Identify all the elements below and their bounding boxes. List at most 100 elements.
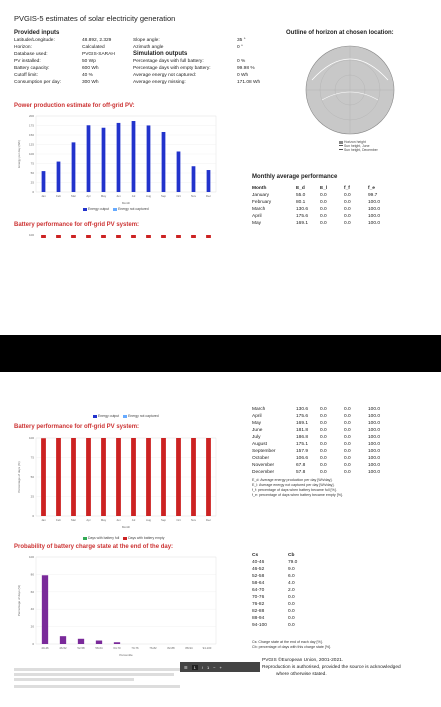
toolbar-menu-icon[interactable]: ☰	[184, 664, 188, 670]
y-axis-label: Percentage of days (%)	[17, 461, 21, 492]
disclaimer-line-4	[14, 685, 180, 688]
x-tick-label: Feb	[56, 194, 61, 198]
input-latlon: Latitude/Longitude: 48.892, 2.329	[14, 38, 112, 43]
note-fe: f_e: percentage of days when battery bec…	[252, 493, 343, 497]
legend-energy-not-captured: Energy not captured	[118, 207, 149, 211]
y-tick-label: 175	[29, 124, 34, 128]
report-title: PVGIS-5 estimates of solar electricity g…	[14, 14, 176, 23]
legend-sun-june: Sun height, June	[336, 144, 378, 148]
table-row: 64-70 2.0	[252, 587, 318, 594]
bar	[113, 642, 121, 644]
table-row: March 130.6 0.0 0.0 100.0	[252, 206, 392, 213]
x-tick-label: Mar	[71, 518, 76, 522]
x-axis-label: Month	[122, 201, 131, 205]
x-tick-label: Jun	[116, 518, 121, 522]
table-cell: 58-64	[252, 581, 265, 586]
zoom-out-icon[interactable]: −	[213, 664, 216, 670]
legend-horizon-height: Horizon height	[336, 140, 378, 144]
table-cell: 9.0	[288, 567, 295, 572]
x-tick-label: Jan	[41, 194, 46, 198]
table-cell: 175.6	[296, 414, 309, 419]
table-cell: 169.1	[296, 421, 309, 426]
bar	[116, 438, 121, 516]
table-cell: 40-46	[252, 560, 265, 565]
y-tick-label: 80	[31, 572, 35, 576]
bar	[116, 122, 121, 192]
x-tick-label: Feb	[56, 518, 61, 522]
table-cell: 0.0	[344, 428, 351, 433]
table-cell: 52-58	[252, 574, 265, 579]
table-cell: 100.0	[368, 221, 381, 226]
y-tick-label: 100	[29, 555, 34, 559]
x-tick-label: 52-58	[77, 646, 85, 650]
power-chart: 0 25 50 75 100 125 150 175 200 Energy per day (Wh…	[17, 114, 217, 205]
legend-energy-output: Energy output	[88, 207, 110, 211]
table-cell: 2.0	[288, 588, 295, 593]
zoom-in-icon[interactable]: +	[219, 664, 222, 670]
table-row: April 175.6 0.0 0.0 100.0	[252, 213, 392, 220]
table-cell: 169.1	[296, 221, 309, 226]
disclaimer-line-2	[14, 673, 174, 676]
table-cell: 0.0	[344, 207, 351, 212]
table-cell: 175.6	[296, 214, 309, 219]
table-cell: 0.0	[320, 421, 327, 426]
y-tick-label: 125	[29, 143, 34, 147]
table-cell: 0.0	[344, 449, 351, 454]
table-cell: February	[252, 200, 272, 205]
y-tick-label: 150	[29, 133, 34, 137]
y-tick-label: 75	[31, 162, 35, 166]
x-tick-label: May	[101, 518, 107, 522]
charge-state-table: Cs Cb 40-46 79.0 46-52 9.0 52-58 6.0 58-64 4.0 6…	[252, 552, 318, 629]
table-cell: 70-76	[252, 595, 265, 600]
bar	[146, 235, 151, 238]
y-tick-label: 0	[32, 514, 34, 518]
bar	[206, 438, 211, 516]
table-row: September 157.9 0.0 0.0 100.0	[252, 448, 392, 455]
table-row: December 57.8 0.0 0.0 100.0	[252, 469, 392, 476]
table-cell: 99.7	[368, 193, 378, 198]
x-tick-label: Oct	[176, 518, 181, 522]
table-row: 82-88 0.0	[252, 608, 318, 615]
bar	[95, 640, 103, 644]
note-ed: E_d: Average energy production per day […	[252, 478, 333, 482]
table-cell: April	[252, 414, 262, 419]
disclaimer	[14, 668, 194, 688]
x-tick-label: Apr	[86, 194, 90, 198]
bar	[71, 235, 76, 238]
output-empty: Percentage days with empty battery: 99.98…	[133, 66, 255, 71]
inputs-block: Latitude/Longitude: 48.892, 2.329 Horizon…	[14, 37, 115, 86]
table-cell: 100.0	[368, 442, 381, 447]
bar	[131, 438, 136, 516]
table-cell: 100.0	[368, 421, 381, 426]
azimuth-angle: Azimuth angle 0 °	[133, 45, 243, 50]
table-cell: December	[252, 470, 275, 475]
days-legend: Days with battery full Days with battery…	[80, 536, 164, 540]
table-cell: May	[252, 221, 262, 226]
table-cell: 76-82	[252, 602, 265, 607]
output-missing: Average energy missing: 171.08 Wh	[133, 80, 261, 85]
prob-heading: Probability of battery charge state at t…	[14, 544, 174, 550]
bar	[191, 166, 196, 192]
input-pv: PV installed: 50 Wp	[14, 59, 96, 64]
table-cell: 130.6	[296, 407, 309, 412]
simulation-outputs-heading: Simulation outputs	[133, 51, 188, 57]
power-heading: Power production estimate for off-grid P…	[14, 103, 135, 109]
y-tick-label: 75	[31, 456, 35, 460]
toolbar-page-number[interactable]: 1	[191, 664, 198, 670]
y-tick-label: 40	[31, 607, 35, 611]
bar	[161, 235, 166, 238]
table-cell: 100.0	[368, 407, 381, 412]
table-row: July 186.8 0.0 0.0 100.0	[252, 434, 392, 441]
bar	[86, 125, 91, 192]
power-legend: Energy output Energy not captured	[80, 207, 149, 211]
table-cell: January	[252, 193, 270, 198]
table-cell: 0.0	[344, 470, 351, 475]
bar	[191, 438, 196, 516]
table-cell: 100.0	[368, 470, 381, 475]
table-cell: 0.0	[320, 456, 327, 461]
table-row: October 106.6 0.0 0.0 100.0	[252, 455, 392, 462]
pdf-toolbar[interactable]: ☰ 1 / 1 − +	[180, 662, 260, 672]
bar	[101, 438, 106, 516]
x-tick-label: Dec	[206, 518, 212, 522]
table-cell: 100.0	[368, 207, 381, 212]
